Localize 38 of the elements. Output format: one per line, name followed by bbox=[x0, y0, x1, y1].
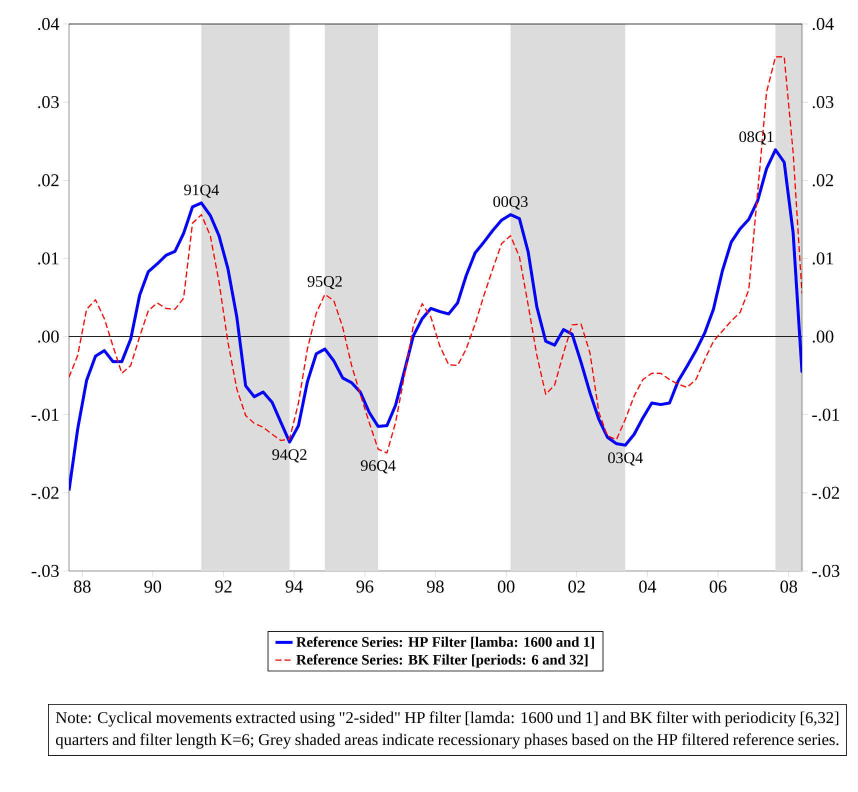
y2-tick-label: -.03 bbox=[812, 564, 840, 578]
y2-tick-label: .04 bbox=[812, 18, 834, 30]
y-tick-label: .02 bbox=[38, 174, 58, 186]
x-tick-label: 98 bbox=[426, 580, 444, 593]
y2-tick-label: -.01 bbox=[812, 408, 839, 421]
line-series bbox=[69, 148, 802, 492]
x-tick-label: 94 bbox=[286, 580, 303, 593]
x-tick-label: 90 bbox=[144, 580, 162, 593]
y2-tick-label: .03 bbox=[812, 96, 834, 108]
y2-tick-label: .00 bbox=[812, 330, 834, 343]
annotation: 95Q2 bbox=[308, 276, 342, 290]
y2-tick-label: .02 bbox=[812, 174, 834, 186]
x-tick-label: 06 bbox=[710, 580, 726, 593]
y-tick-label: .04 bbox=[38, 18, 60, 30]
annotation: 91Q4 bbox=[184, 184, 219, 198]
legend-label: Reference Series: BK Filter [periods: 6 and 32] bbox=[296, 654, 588, 668]
y2-tick-label: -.02 bbox=[812, 486, 840, 499]
x-tick-label: 02 bbox=[568, 580, 585, 593]
x-tick-label: 96 bbox=[356, 580, 374, 593]
y-tick-label: -.02 bbox=[32, 486, 58, 499]
annotation: 03Q4 bbox=[608, 452, 643, 466]
y-tick-label: .00 bbox=[38, 330, 59, 343]
annotation: 94Q2 bbox=[272, 449, 306, 462]
x-tick-label: 92 bbox=[215, 580, 232, 593]
annotation: 00Q3 bbox=[493, 196, 528, 210]
x-tick-label: 08 bbox=[780, 580, 798, 593]
y-tick-label: -.03 bbox=[32, 564, 59, 578]
x-tick-label: 88 bbox=[74, 580, 91, 593]
text: Note: Cyclical movements extracted using "2-sided" HP filter [lamda: 1600 und 1] and BK filter with periodicity [6,32] quarters and filter length K=6; Grey shaded areas indicate recessionary phases based on the HP filtered reference series. bbox=[56, 711, 838, 749]
annotation: 08Q1 bbox=[739, 131, 774, 145]
x-tick-label: 00 bbox=[498, 580, 514, 593]
y-tick-label: .03 bbox=[38, 96, 59, 108]
legend-label: Reference Series: HP Filter [lamba: 1600 and 1] bbox=[296, 636, 594, 649]
y-tick-label: -.01 bbox=[32, 408, 58, 421]
y2-tick-label: .01 bbox=[812, 252, 833, 265]
y-tick-label: .01 bbox=[38, 252, 58, 265]
x-tick-label: 04 bbox=[639, 580, 656, 593]
annotation: 96Q4 bbox=[360, 460, 396, 474]
